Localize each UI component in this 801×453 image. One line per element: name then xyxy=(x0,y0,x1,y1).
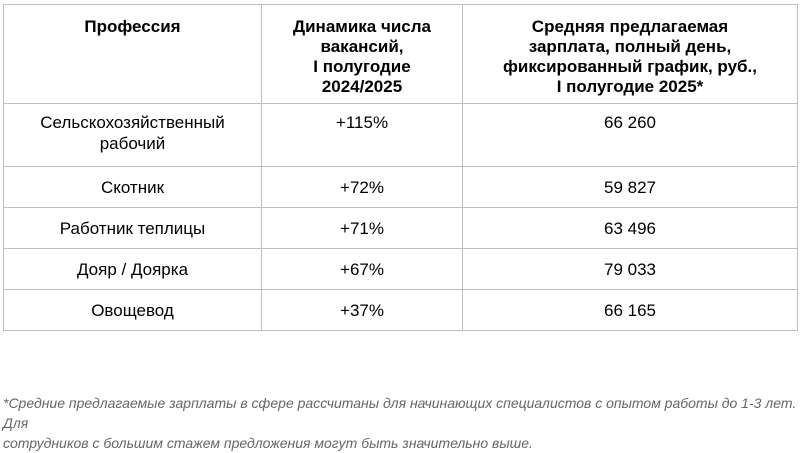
table-row: Овощевод +37% 66 165 xyxy=(3,289,798,331)
salary-value: 66 260 xyxy=(604,113,656,132)
cell-profession: Дояр / Доярка xyxy=(3,248,262,290)
header-line: I полугодие xyxy=(313,57,411,76)
header-line: Динамика числа xyxy=(292,17,432,36)
dynamics-value: +67% xyxy=(340,259,384,279)
profession-line: Скотник xyxy=(100,177,165,197)
header-line: Средняя предлагаемая xyxy=(531,17,729,36)
cell-dynamics: +115% xyxy=(261,103,463,167)
cell-salary: 63 496 xyxy=(462,207,798,249)
table-row: Сельскохозяйственный рабочий +115% 66 26… xyxy=(3,103,798,167)
profession-line: Работник теплицы xyxy=(59,218,206,238)
salary-value: 79 033 xyxy=(604,259,656,279)
header-line: зарплата, полный день, xyxy=(528,37,732,56)
header-line: I полугодие 2025* xyxy=(556,77,704,96)
table-row: Дояр / Доярка +67% 79 033 xyxy=(3,248,798,290)
profession-line: Дояр / Доярка xyxy=(76,259,189,279)
cell-salary: 79 033 xyxy=(462,248,798,290)
cell-profession: Работник теплицы xyxy=(3,207,262,249)
cell-salary: 66 165 xyxy=(462,289,798,331)
cell-profession: Скотник xyxy=(3,166,262,208)
table-row: Работник теплицы +71% 63 496 xyxy=(3,207,798,249)
footnote: *Средние предлагаемые зарплаты в сфере р… xyxy=(3,393,798,453)
table-header-row: Профессия Динамика числа вакансий, I пол… xyxy=(3,4,798,104)
cell-profession: Овощевод xyxy=(3,289,262,331)
footnote-line: *Средние предлагаемые зарплаты в сфере р… xyxy=(3,395,797,431)
header-line: вакансий, xyxy=(320,37,404,56)
header-vacancy-dynamics: Динамика числа вакансий, I полугодие 202… xyxy=(261,4,463,104)
table-row: Скотник +72% 59 827 xyxy=(3,166,798,208)
cell-dynamics: +72% xyxy=(261,166,463,208)
cell-dynamics: +71% xyxy=(261,207,463,249)
header-average-salary: Средняя предлагаемая зарплата, полный де… xyxy=(462,4,798,104)
salary-value: 63 496 xyxy=(604,218,656,238)
header-line: фиксированный график, руб., xyxy=(503,57,757,76)
header-profession: Профессия xyxy=(3,4,262,104)
cell-salary: 66 260 xyxy=(462,103,798,167)
vacancy-salary-table: Профессия Динамика числа вакансий, I пол… xyxy=(3,4,798,331)
cell-dynamics: +67% xyxy=(261,248,463,290)
profession-line: Овощевод xyxy=(91,300,174,320)
cell-dynamics: +37% xyxy=(261,289,463,331)
cell-profession: Сельскохозяйственный рабочий xyxy=(3,103,262,167)
dynamics-value: +72% xyxy=(340,177,384,197)
header-line: 2024/2025 xyxy=(321,77,403,96)
salary-value: 66 165 xyxy=(604,300,656,320)
header-line: Профессия xyxy=(84,17,181,36)
profession-line: Сельскохозяйственный xyxy=(40,113,225,132)
salary-value: 59 827 xyxy=(604,177,656,197)
cell-salary: 59 827 xyxy=(462,166,798,208)
dynamics-value: +115% xyxy=(335,113,389,132)
footnote-line: сотрудников с большим стажем предложения… xyxy=(3,435,533,451)
profession-line: рабочий xyxy=(99,134,166,153)
dynamics-value: +37% xyxy=(340,300,384,320)
dynamics-value: +71% xyxy=(340,218,384,238)
